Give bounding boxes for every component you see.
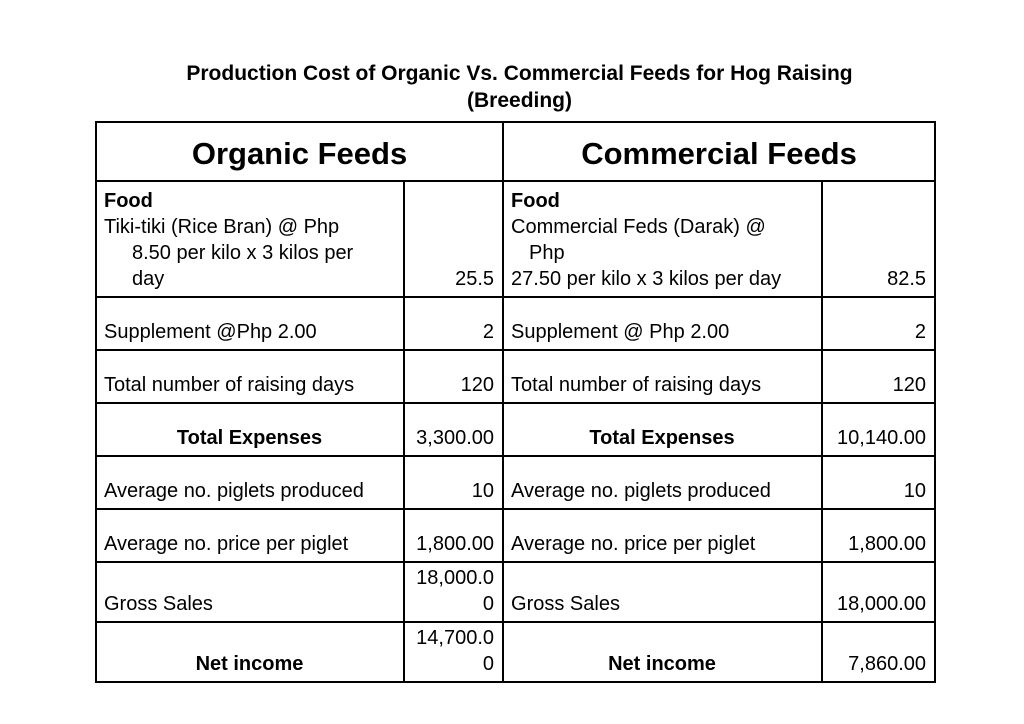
- commercial-feeds-header: Commercial Feeds: [502, 121, 937, 182]
- commercial-value-cell: 18,000.00: [821, 561, 937, 623]
- organic-label-cell: Gross Sales: [95, 561, 405, 623]
- table-header-row: Organic Feeds Commercial Feeds: [94, 121, 937, 182]
- organic-label-cell: Total number of raising days: [95, 349, 405, 404]
- commercial-label-cell: Average no. price per piglet: [502, 508, 824, 563]
- organic-value-cell: 18,000.00: [402, 561, 505, 623]
- table-row-net-income: Net income 14,700.00 Net income 7,860.00: [95, 621, 937, 683]
- commercial-label-cell: Gross Sales: [502, 561, 824, 623]
- table-row-piglets-produced: Average no. piglets produced 10 Average …: [95, 455, 937, 510]
- organic-value-cell: 1,800.00: [402, 508, 505, 563]
- organic-value-cell: 2: [402, 296, 505, 351]
- table-row-supplement: Supplement @Php 2.00 2 Supplement @ Php …: [95, 296, 937, 351]
- organic-value-cell: 120: [402, 349, 505, 404]
- organic-value-cell: 3,300.00: [402, 402, 505, 457]
- commercial-value-cell: 7,860.00: [821, 621, 937, 683]
- commercial-food-heading: Food: [511, 190, 560, 212]
- page-title-line2: (Breeding): [467, 89, 572, 112]
- feeds-comparison-table: Organic Feeds Commercial Feeds Food Tiki…: [94, 121, 937, 683]
- commercial-value-cell: 10: [821, 455, 937, 510]
- commercial-label-cell: Net income: [502, 621, 824, 683]
- commercial-food-item1: Commercial Feds (Darak) @ Php: [511, 216, 766, 264]
- organic-food-value-cell: 25.5: [402, 180, 505, 298]
- table-row-total-expenses: Total Expenses 3,300.00 Total Expenses 1…: [95, 402, 937, 457]
- organic-label-cell: Average no. piglets produced: [95, 455, 405, 510]
- page-title: Production Cost of Organic Vs. Commercia…: [95, 60, 944, 114]
- table-row-raising-days: Total number of raising days 120 Total n…: [95, 349, 937, 404]
- commercial-label-cell: Average no. piglets produced: [502, 455, 824, 510]
- organic-value-cell: 10: [402, 455, 505, 510]
- organic-food-label-cell: Food Tiki-tiki (Rice Bran) @ Php 8.50 pe…: [95, 180, 405, 298]
- commercial-value-cell: 10,140.00: [821, 402, 937, 457]
- document-content: Production Cost of Organic Vs. Commercia…: [94, 0, 944, 683]
- commercial-food-item2: 27.50 per kilo x 3 kilos per day: [511, 268, 782, 290]
- organic-label-cell: Average no. price per piglet: [95, 508, 405, 563]
- commercial-value-cell: 1,800.00: [821, 508, 937, 563]
- commercial-label-cell: Total number of raising days: [502, 349, 824, 404]
- organic-label-cell: Net income: [95, 621, 405, 683]
- commercial-food-value-cell: 82.5: [821, 180, 937, 298]
- table-row-gross-sales: Gross Sales 18,000.00 Gross Sales 18,000…: [95, 561, 937, 623]
- commercial-value-cell: 2: [821, 296, 937, 351]
- table-row-price-per-piglet: Average no. price per piglet 1,800.00 Av…: [95, 508, 937, 563]
- page-title-line1: Production Cost of Organic Vs. Commercia…: [186, 62, 853, 85]
- commercial-food-label-cell: Food Commercial Feds (Darak) @ Php 27.50…: [502, 180, 824, 298]
- organic-value-cell: 14,700.00: [402, 621, 505, 683]
- table-row-food: Food Tiki-tiki (Rice Bran) @ Php 8.50 pe…: [95, 180, 937, 298]
- organic-label-cell: Supplement @Php 2.00: [95, 296, 405, 351]
- organic-feeds-header: Organic Feeds: [94, 121, 505, 182]
- commercial-value-cell: 120: [821, 349, 937, 404]
- organic-food-item: Tiki-tiki (Rice Bran) @ Php 8.50 per kil…: [104, 216, 354, 290]
- organic-food-heading: Food: [104, 190, 153, 212]
- commercial-label-cell: Supplement @ Php 2.00: [502, 296, 824, 351]
- commercial-label-cell: Total Expenses: [502, 402, 824, 457]
- organic-label-cell: Total Expenses: [95, 402, 405, 457]
